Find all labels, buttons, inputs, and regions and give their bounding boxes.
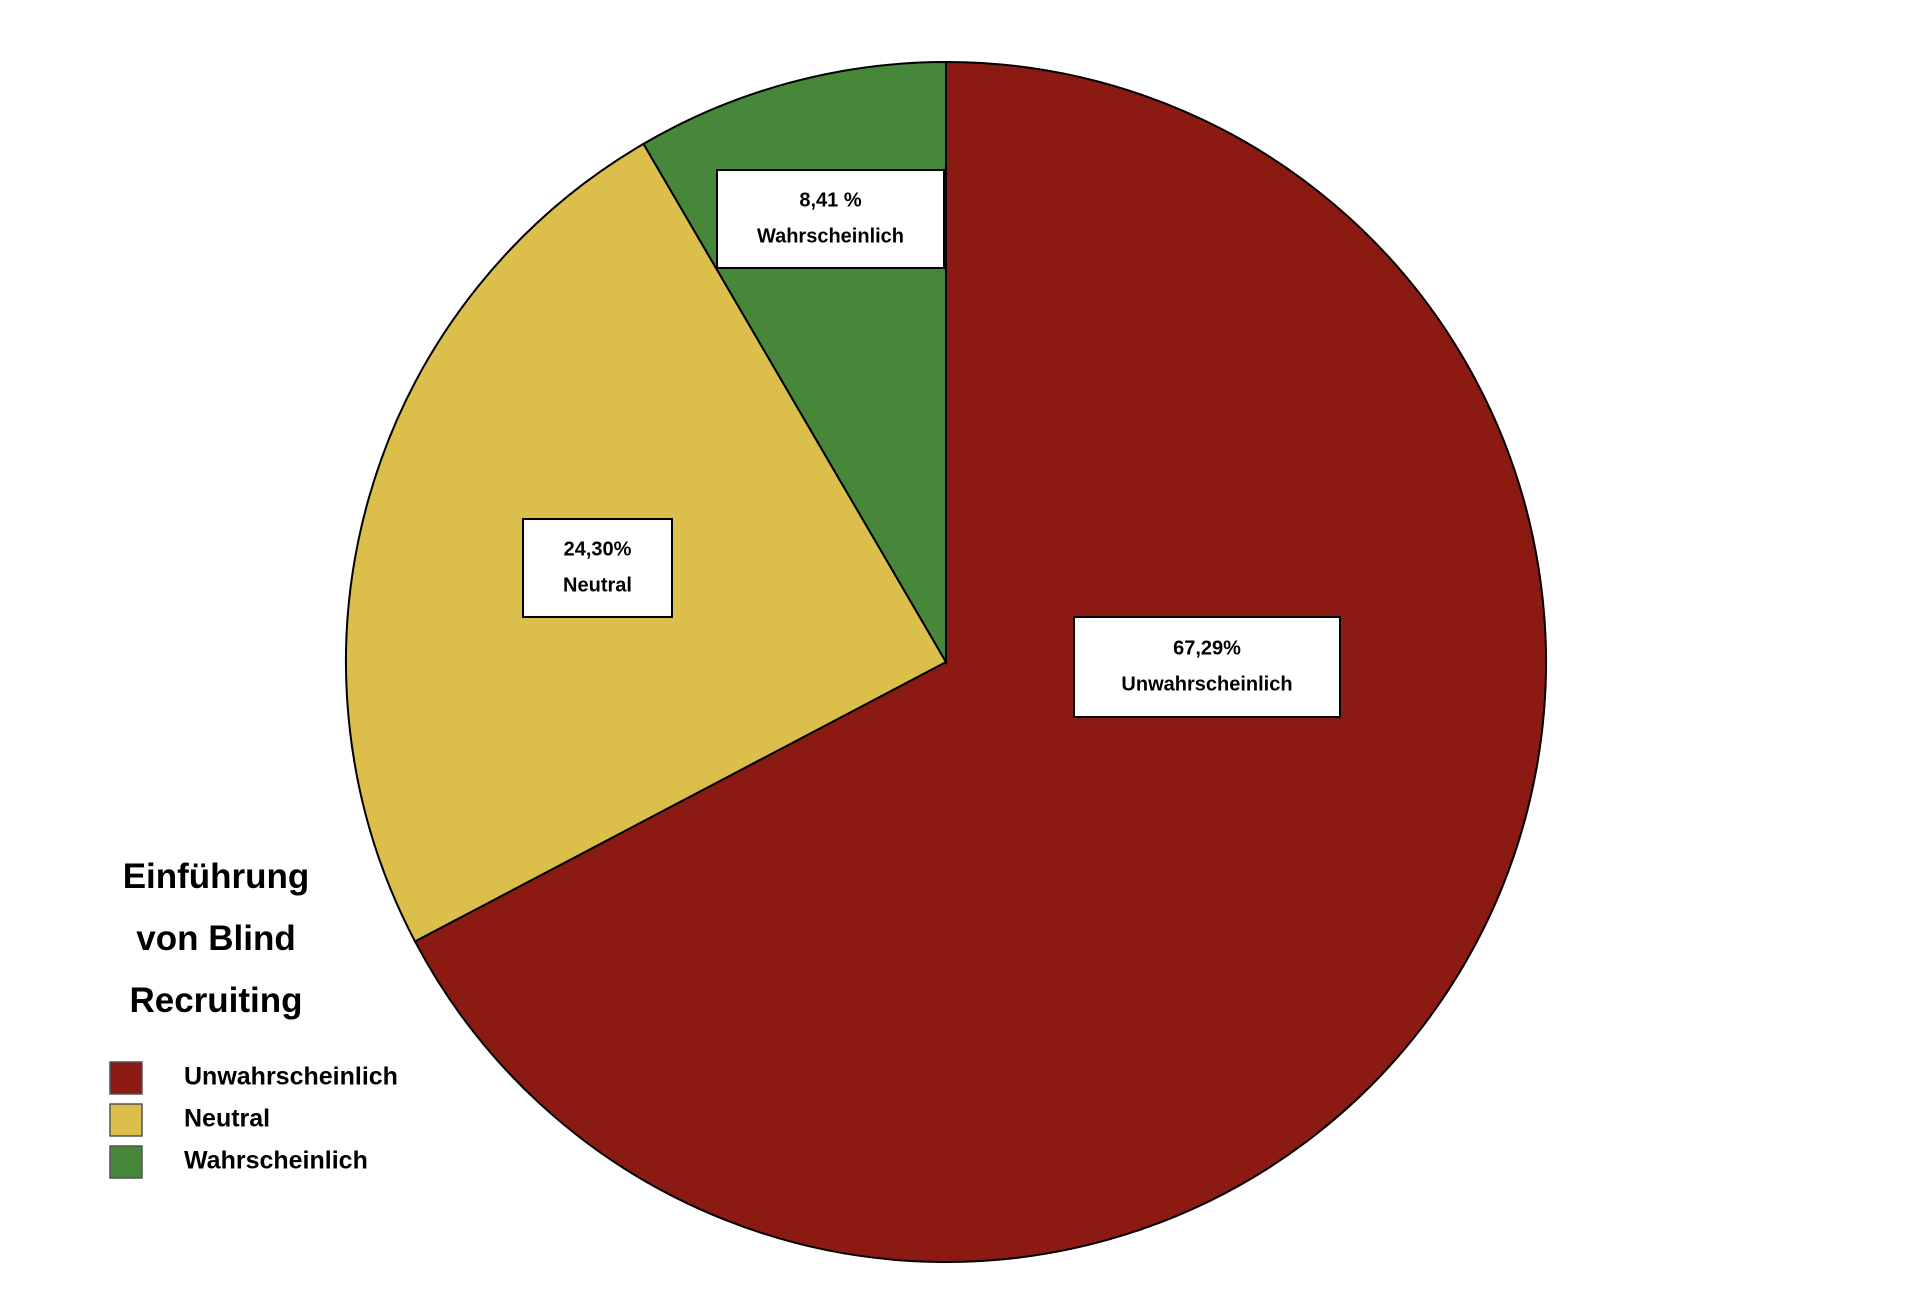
- data-label-category: Unwahrscheinlich: [1121, 673, 1292, 695]
- legend-label: Wahrscheinlich: [184, 1147, 368, 1175]
- pie-slice: [413, 60, 1547, 1263]
- data-label-category: Wahrscheinlich: [757, 225, 904, 247]
- data-label-box: [1073, 616, 1341, 718]
- data-label-category: Neutral: [563, 574, 632, 596]
- data-label-box: [522, 518, 673, 618]
- legend-swatch: [109, 1145, 143, 1179]
- legend-swatch: [109, 1061, 143, 1095]
- legend-label: Unwahrscheinlich: [184, 1063, 398, 1091]
- data-label: 24,30%: [564, 538, 632, 560]
- legend-label: Neutral: [184, 1105, 270, 1133]
- data-label: 8,41 %: [799, 189, 861, 211]
- data-label-box: [716, 169, 945, 269]
- data-label: 67,29%: [1173, 637, 1241, 659]
- legend-swatch: [109, 1103, 143, 1137]
- chart-title: Einführung von Blind Recruiting: [122, 857, 310, 1020]
